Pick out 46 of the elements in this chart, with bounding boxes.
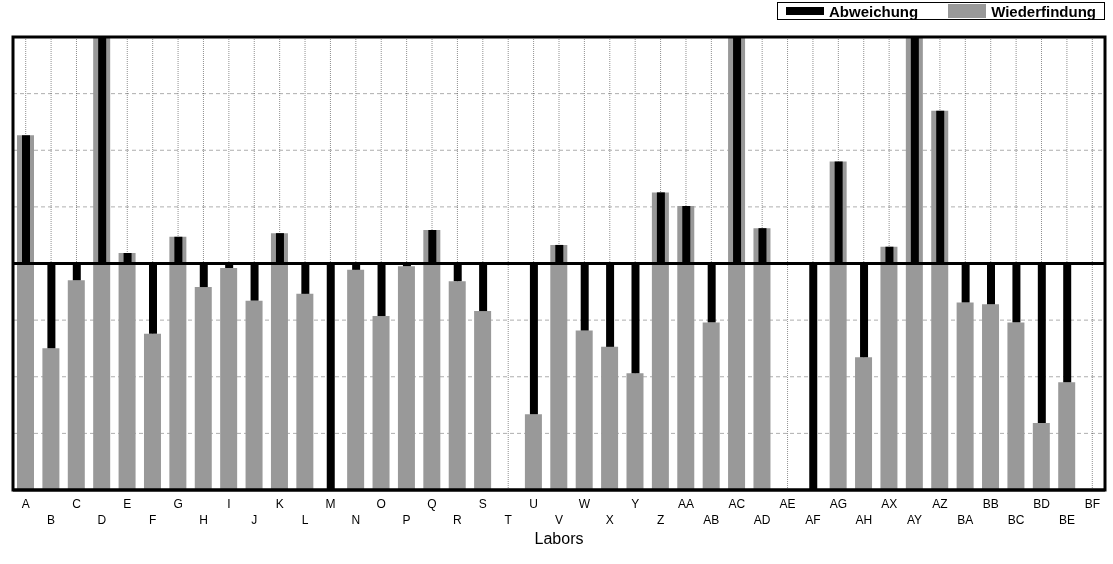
x-tick-label: AY	[906, 513, 923, 527]
x-tick-label: BA	[957, 513, 974, 527]
x-tick-label: D	[97, 513, 107, 527]
x-tick-label: S	[478, 497, 487, 511]
x-tick-label: AD	[753, 513, 771, 527]
x-tick-label: W	[578, 497, 591, 511]
legend-label: Abweichung	[828, 2, 919, 20]
x-tick-label: E	[123, 497, 132, 511]
x-tick-label: B	[47, 513, 56, 527]
x-tick-label: Q	[427, 497, 437, 511]
x-tick-label: BD	[1033, 497, 1051, 511]
x-tick-label: J	[251, 513, 258, 527]
x-tick-label: AG	[829, 497, 848, 511]
x-tick-label: AH	[855, 513, 873, 527]
x-tick-label: I	[227, 497, 231, 511]
x-tick-label: Z	[656, 513, 665, 527]
legend-label: Wiederfindung	[991, 2, 1096, 20]
x-tick-label: Y	[631, 497, 640, 511]
x-tick-label: BF	[1084, 497, 1100, 511]
x-tick-label: T	[504, 513, 513, 527]
x-tick-label: N	[351, 513, 361, 527]
x-tick-label: F	[149, 513, 157, 527]
x-tick-label: AA	[677, 497, 694, 511]
x-tick-label: H	[199, 513, 208, 527]
x-tick-label: A	[21, 497, 30, 511]
x-tick-label: BC	[1007, 513, 1025, 527]
x-tick-label: AE	[779, 497, 796, 511]
x-tick-label: P	[402, 513, 411, 527]
x-tick-label: U	[529, 497, 538, 511]
x-tick-label: AZ	[932, 497, 948, 511]
x-tick-label: AF	[805, 513, 821, 527]
x-tick-label: K	[275, 497, 284, 511]
x-tick-label: M	[325, 497, 336, 511]
x-tick-label: L	[301, 513, 309, 527]
x-tick-label: X	[605, 513, 614, 527]
x-tick-label: G	[173, 497, 183, 511]
x-tick-label: C	[72, 497, 82, 511]
x-axis-title: Labors	[534, 530, 584, 547]
x-tick-label: AB	[703, 513, 720, 527]
x-tick-label: AC	[728, 497, 746, 511]
x-tick-label: BE	[1058, 513, 1075, 527]
x-tick-label: R	[453, 513, 463, 527]
x-tick-label: O	[376, 497, 386, 511]
x-tick-label: AX	[881, 497, 898, 511]
x-tick-label: V	[554, 513, 564, 527]
x-tick-label: BB	[982, 497, 999, 511]
